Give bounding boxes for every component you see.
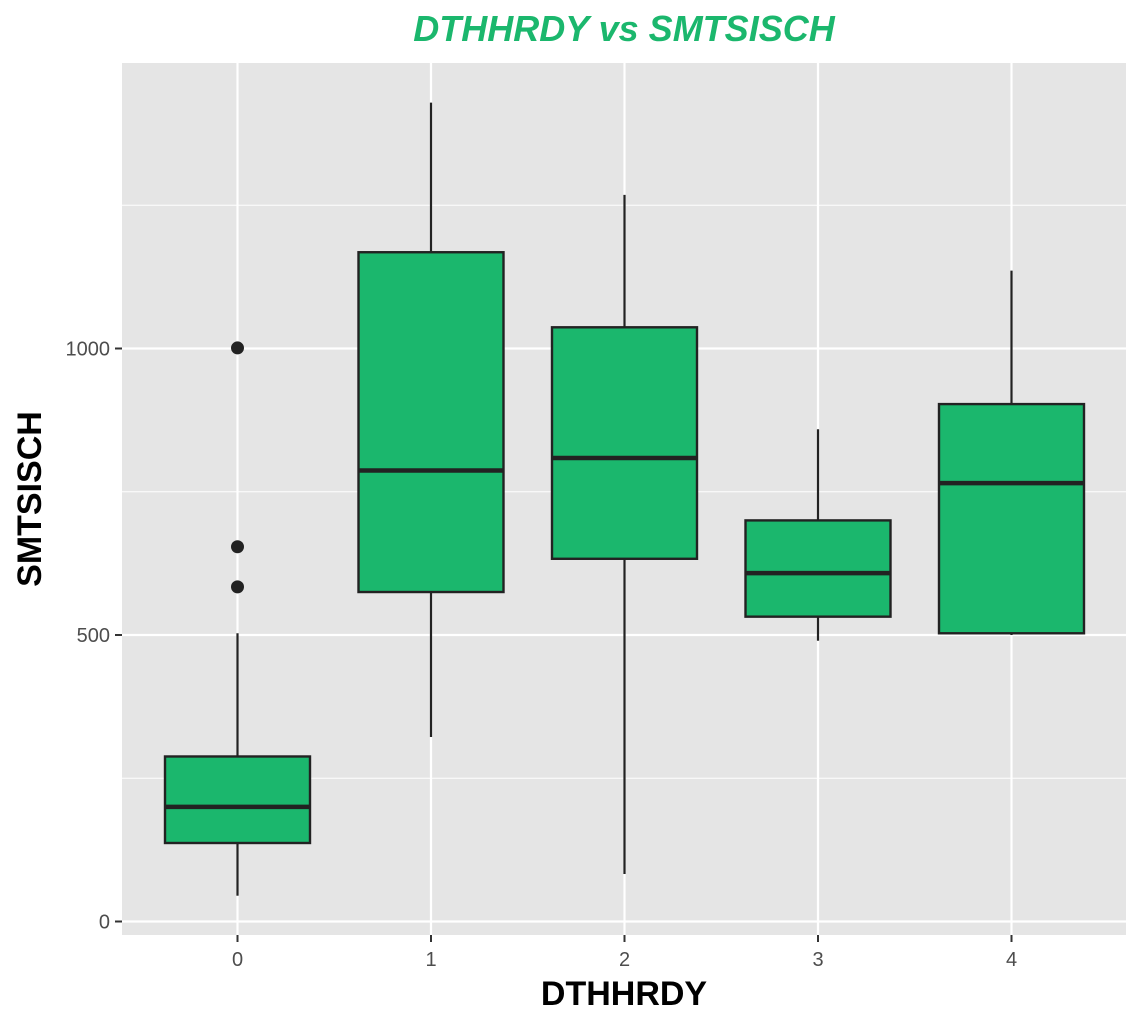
x-tick-label: 3	[812, 949, 823, 971]
y-tick-label: 1000	[66, 339, 111, 361]
box-group-0	[163, 341, 312, 896]
y-tick-label: 0	[99, 912, 110, 934]
box-group-3	[744, 429, 892, 641]
x-axis: 0 1 2 3 4	[232, 935, 1017, 971]
x-tick-label: 0	[232, 949, 243, 971]
box-iqr	[357, 251, 505, 594]
x-tick-label: 2	[619, 949, 630, 971]
y-axis-title: SMTSISCH	[11, 411, 49, 587]
box-iqr	[937, 402, 1086, 635]
box-iqr	[550, 326, 699, 560]
x-tick-label: 4	[1006, 949, 1017, 971]
y-tick-label: 500	[77, 625, 110, 647]
chart-title: DTHHRDY vs SMTSISCH	[413, 8, 835, 49]
box-group-4	[937, 270, 1086, 635]
box-series	[163, 102, 1086, 896]
outlier-point	[231, 540, 244, 554]
box-iqr	[744, 519, 892, 618]
outlier-point	[231, 341, 244, 355]
y-axis: 0 500 1000	[66, 339, 122, 934]
box-iqr	[163, 755, 312, 845]
x-tick-label: 1	[425, 949, 436, 971]
box-group-2	[550, 194, 699, 874]
x-axis-title: DTHHRDY	[541, 975, 708, 1013]
box-group-1	[357, 102, 505, 737]
outlier-point	[231, 580, 244, 594]
